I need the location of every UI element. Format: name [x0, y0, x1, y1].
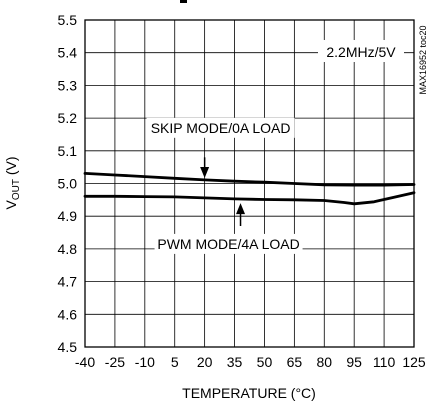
- y-tick-label: 5.0: [58, 176, 78, 192]
- legend-box-bg: [318, 40, 404, 62]
- y-axis-title: VOUT (V): [3, 156, 22, 209]
- x-axis-ticks: -40 -25 -10 5 20 35 50 65 80 95 110 125: [75, 354, 426, 370]
- grid: [85, 20, 414, 347]
- x-tick-label: -40: [75, 354, 95, 370]
- x-tick-label: 5: [171, 354, 179, 370]
- annotation-arrow-head: [200, 166, 210, 178]
- y-tick-label: 4.8: [58, 241, 78, 257]
- series-line-skip-mode: [83, 171, 416, 187]
- y-tick-label: 5.4: [58, 45, 78, 61]
- y-axis-title-main: V: [3, 200, 19, 210]
- annotation-arrow-head: [236, 203, 246, 215]
- y-tick-label: 5.2: [58, 110, 78, 126]
- y-tick-label: 4.7: [58, 274, 78, 290]
- x-tick-label: 80: [316, 354, 332, 370]
- annotation-bg: [154, 233, 303, 254]
- side-id-label: MAX16952 toc20: [418, 25, 428, 94]
- y-tick-label: 5.5: [58, 12, 78, 28]
- annotation-label: PWM MODE/4A LOAD: [157, 236, 299, 252]
- x-tick-label: -10: [135, 354, 155, 370]
- y-axis-ticks: 4.5 4.6 4.7 4.8 4.9 5.0 5.1 5.2 5.3 5.4 5.5: [58, 12, 78, 355]
- x-axis-title: TEMPERATURE (°C): [182, 385, 316, 401]
- x-tick-label: 95: [346, 354, 362, 370]
- y-tick-label: 5.3: [58, 77, 78, 93]
- series-line-pwm-mode: [83, 191, 416, 206]
- x-tick-label: 35: [227, 354, 243, 370]
- y-tick-label: 4.9: [58, 208, 78, 224]
- x-tick-label: 20: [197, 354, 213, 370]
- annotations: SKIP MODE/0A LOAD PWM MODE/4A LOAD: [146, 117, 303, 254]
- annotation-label: SKIP MODE/0A LOAD: [151, 120, 291, 136]
- y-tick-label: 4.6: [58, 306, 78, 322]
- x-tick-label: 65: [287, 354, 303, 370]
- y-tick-label: 4.5: [58, 339, 78, 355]
- series-lines: [83, 171, 416, 206]
- annotation-bg: [146, 117, 295, 138]
- cropped-title-remnant: [180, 0, 187, 3]
- x-tick-label: 125: [402, 354, 426, 370]
- x-tick-label: -25: [105, 354, 125, 370]
- legend-box-label: 2.2MHz/5V: [326, 44, 396, 60]
- x-tick-label: 110: [373, 354, 396, 370]
- y-axis-title-unit: (V): [3, 156, 19, 179]
- x-tick-label: 50: [257, 354, 273, 370]
- y-axis-title-sub: OUT: [11, 179, 22, 200]
- y-tick-label: 5.1: [58, 143, 78, 159]
